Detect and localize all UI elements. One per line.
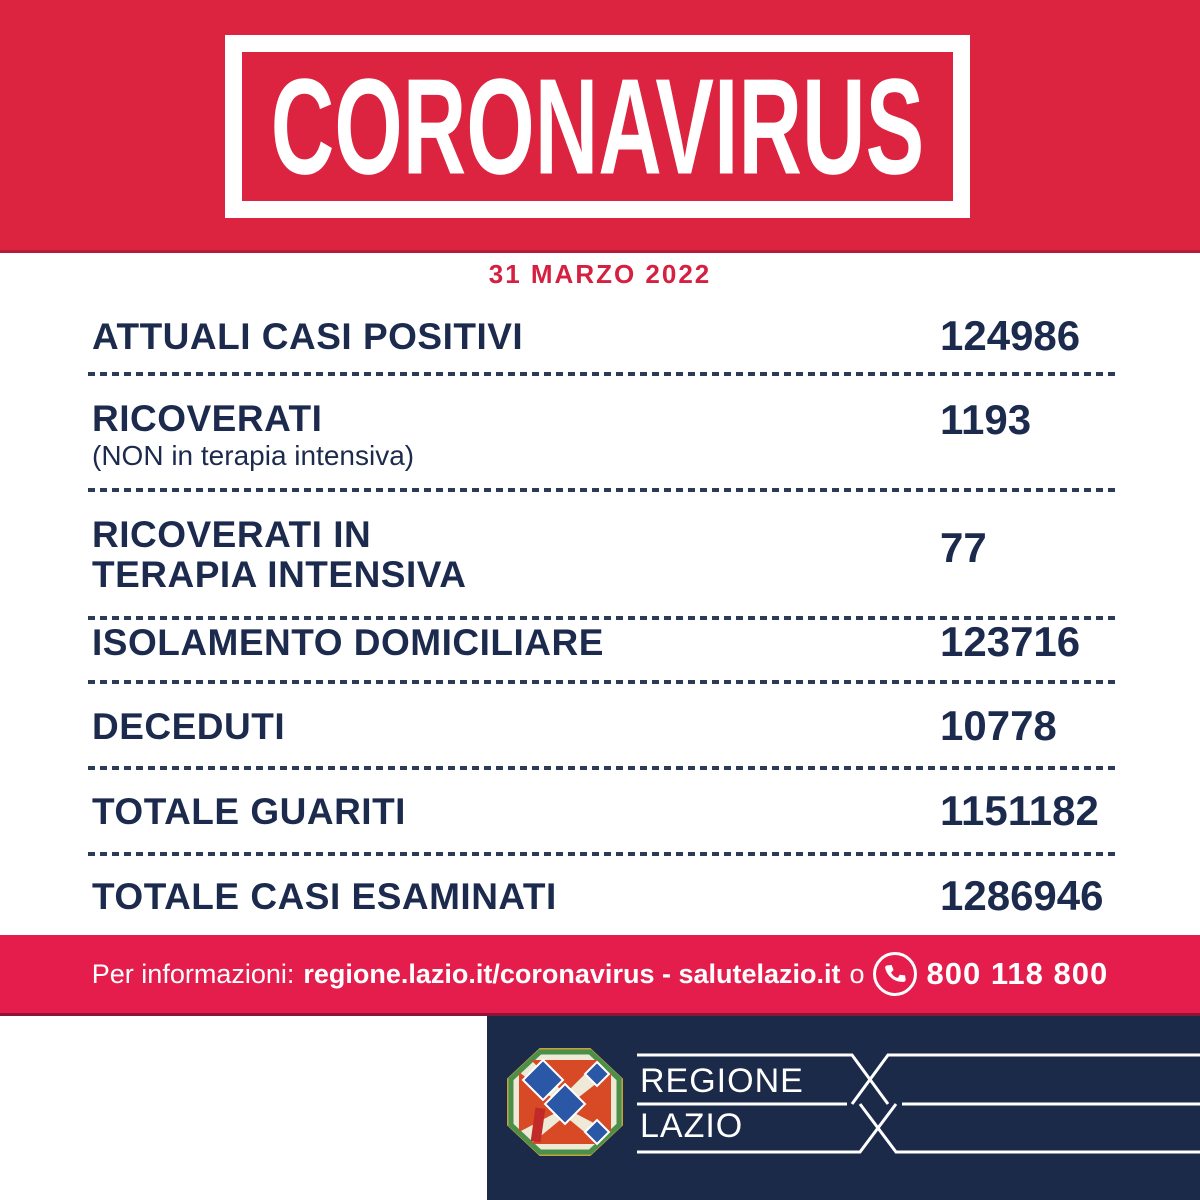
info-conjunction: o — [849, 958, 865, 989]
stat-label-attuali-casi-positivi: ATTUALI CASI POSITIVI — [92, 316, 524, 357]
page-title: CORONAVIRUS — [270, 49, 925, 203]
phone-number: 800 118 800 — [926, 956, 1109, 991]
stat-label-terapia-intensiva-line1: RICOVERATI IN — [92, 514, 372, 555]
stat-value-deceduti: 10778 — [940, 702, 1057, 749]
stat-label-isolamento-domiciliare: ISOLAMENTO DOMICILIARE — [92, 622, 604, 663]
dashed-divider — [88, 488, 1118, 492]
stat-label-totale-guariti: TOTALE GUARITI — [92, 791, 406, 832]
dashed-divider — [88, 372, 1118, 376]
regione-lazio-title-line2: LAZIO — [640, 1107, 744, 1145]
stat-value-terapia-intensiva: 77 — [940, 524, 987, 571]
stat-value-totale-guariti: 1151182 — [940, 787, 1099, 834]
info-prefix: Per informazioni: — [91, 958, 295, 989]
report-date: 31 MARZO 2022 — [488, 259, 712, 289]
coronavirus-title-box: CORONAVIRUS — [225, 35, 970, 218]
regione-lazio-panel: REGIONE LAZIO — [487, 1016, 1200, 1200]
stat-label-ricoverati: RICOVERATI — [92, 398, 323, 439]
stat-sublabel-ricoverati: (NON in terapia intensiva) — [92, 440, 415, 471]
dashed-divider — [88, 766, 1118, 770]
dashed-divider — [88, 616, 1118, 620]
regione-lazio-title-line1: REGIONE — [640, 1062, 804, 1100]
stat-value-isolamento-domiciliare: 123716 — [940, 618, 1081, 665]
info-links: regione.lazio.it/coronavirus - salutelaz… — [303, 958, 841, 989]
phone-handset-icon — [872, 952, 917, 996]
stat-label-terapia-intensiva-line2: TERAPIA INTENSIVA — [92, 554, 467, 595]
stat-value-attuali-casi-positivi: 124986 — [940, 312, 1081, 359]
info-bar: Per informazioni: regione.lazio.it/coron… — [0, 935, 1200, 1016]
regione-lazio-lines — [637, 1053, 1200, 1154]
regione-lazio-crest-logo — [507, 1048, 623, 1156]
stat-value-ricoverati: 1193 — [940, 396, 1032, 443]
stat-label-deceduti: DECEDUTI — [92, 706, 286, 747]
salute-lazio-panel: SALUTE LAZIO SISTEMA SANITARIO REGIONALE — [0, 1016, 487, 1200]
top-red-band: CORONAVIRUS — [0, 0, 1200, 253]
dashed-divider — [88, 680, 1118, 684]
dashed-divider — [88, 852, 1118, 856]
stat-value-totale-casi-esaminati: 1286946 — [940, 872, 1104, 919]
stat-label-totale-casi-esaminati: TOTALE CASI ESAMINATI — [92, 876, 557, 917]
